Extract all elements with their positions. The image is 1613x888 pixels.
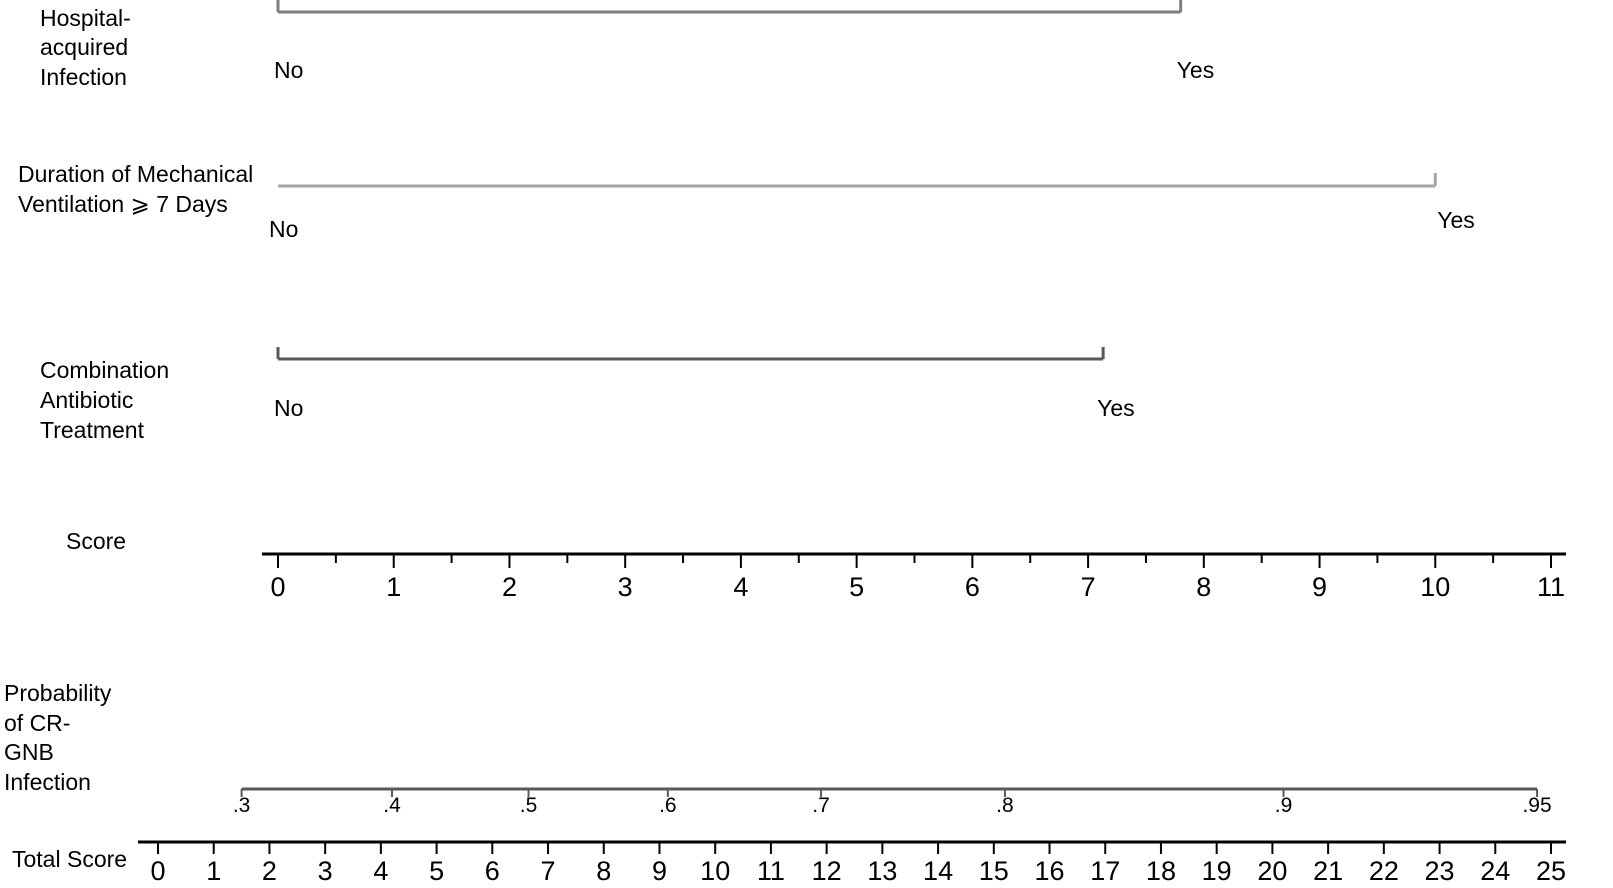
total-tick-label: 24 — [1480, 856, 1510, 886]
score-tick-label: 10 — [1420, 572, 1450, 602]
prob-label-line4: Infection — [4, 769, 91, 795]
total-tick-label: 18 — [1146, 856, 1176, 886]
score-tick-label: 11 — [1537, 572, 1565, 602]
total-tick-label: 5 — [429, 856, 444, 886]
probability-axis: Probability of CR- GNB Infection .3 .4 .5.… — [4, 680, 1552, 817]
prob-tick-label: .4 — [383, 794, 401, 817]
score-tick-label: 3 — [618, 572, 633, 602]
total-tick-label: 23 — [1425, 856, 1455, 886]
prob-tick-label: .95 — [1522, 794, 1551, 817]
total-tick-label: 10 — [700, 856, 730, 886]
var-mechanical-ventilation: Duration of Mechanical Ventilation ⩾ 7 D… — [18, 161, 1475, 242]
prob-label-line3: GNB — [4, 739, 54, 765]
total-tick-label: 21 — [1313, 856, 1343, 886]
total-tick-label: 8 — [596, 856, 611, 886]
prob-ticks: .3 .4 .5 .6 .7 .8 .9 .95 — [233, 789, 1552, 817]
total-tick-label: 3 — [318, 856, 333, 886]
var-hospital-acquired-infection: Hospital- acquired Infection No Yes — [40, 0, 1214, 90]
total-tick-label: 14 — [923, 856, 953, 886]
total-tick-label: 20 — [1257, 856, 1287, 886]
total-tick-label: 22 — [1369, 856, 1399, 886]
var2-label-line2: Ventilation ⩾ 7 Days — [18, 191, 228, 217]
var2-level-yes: Yes — [1437, 207, 1475, 233]
score-tick-label: 8 — [1196, 572, 1211, 602]
total-tick-label: 19 — [1202, 856, 1232, 886]
total-tick-label: 9 — [652, 856, 667, 886]
var1-label-line2: acquired — [40, 34, 128, 60]
var3-level-yes: Yes — [1097, 395, 1135, 421]
score-tick-label: 2 — [502, 572, 517, 602]
total-tick-label: 2 — [262, 856, 277, 886]
total-ticks: 0 1 2 3 4 5 6 7 8 9 10 11 12 13 14 15 16 17 18 19 20 21 22 23 24… — [150, 842, 1566, 886]
total-tick-label: 4 — [373, 856, 388, 886]
total-tick-label: 1 — [206, 856, 221, 886]
prob-tick-label: .6 — [659, 794, 677, 817]
score-tick-label: 6 — [965, 572, 980, 602]
var3-label-line3: Treatment — [40, 417, 145, 443]
var1-level-no: No — [274, 57, 303, 83]
var2-label-line1: Duration of Mechanical — [18, 161, 253, 187]
var2-level-no: No — [269, 216, 298, 242]
total-axis: Total Score 0 1 2 3 4 5 6 7 8 9 10 11 12 13 14 15 16 17 18… — [12, 840, 1566, 886]
var1-label-line3: Infection — [40, 64, 127, 90]
total-tick-label: 7 — [541, 856, 556, 886]
prob-tick-label: .9 — [1275, 794, 1293, 817]
score-tick-label: 0 — [270, 572, 285, 602]
score-tick-label: 4 — [733, 572, 748, 602]
score-tick-label: 5 — [849, 572, 864, 602]
var3-label-line1: Combination — [40, 357, 169, 383]
var-combination-antibiotic: Combination Antibiotic Treatment No Yes — [40, 347, 1135, 443]
var3-level-no: No — [274, 395, 303, 421]
total-tick-label: 25 — [1536, 856, 1566, 886]
var3-label-line2: Antibiotic — [40, 387, 133, 413]
score-tick-label: 9 — [1312, 572, 1327, 602]
total-tick-label: 15 — [979, 856, 1009, 886]
var1-level-yes: Yes — [1177, 57, 1215, 83]
score-axis: Score 0 1 2 3 4 5 6 7 8 9 10 11 — [66, 528, 1566, 602]
total-tick-label: 17 — [1090, 856, 1120, 886]
total-tick-label: 12 — [812, 856, 842, 886]
prob-tick-label: .3 — [233, 794, 251, 817]
score-ticks: 0 1 2 3 4 5 6 7 8 9 10 11 — [270, 554, 1565, 602]
total-axis-label: Total Score — [12, 846, 127, 872]
prob-tick-label: .8 — [996, 794, 1014, 817]
score-axis-label: Score — [66, 528, 126, 554]
var1-label-line1: Hospital- — [40, 5, 131, 31]
total-tick-label: 16 — [1034, 856, 1064, 886]
prob-label-line2: of CR- — [4, 710, 70, 736]
total-tick-label: 11 — [757, 856, 785, 886]
prob-tick-label: .5 — [520, 794, 538, 817]
score-tick-label: 7 — [1081, 572, 1096, 602]
total-tick-label: 6 — [485, 856, 500, 886]
prob-tick-label: .7 — [812, 794, 830, 817]
prob-label-line1: Probability — [4, 680, 112, 706]
total-tick-label: 0 — [150, 856, 165, 886]
score-tick-label: 1 — [386, 572, 401, 602]
total-tick-label: 13 — [867, 856, 897, 886]
